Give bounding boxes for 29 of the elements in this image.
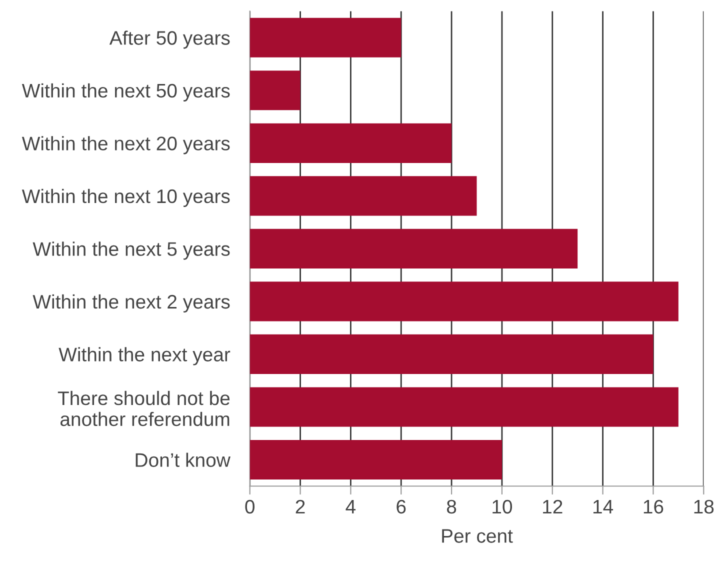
bar [250,18,402,58]
bar [250,123,452,163]
bar [250,70,300,110]
y-tick-label: There should not be another referendum [58,390,230,426]
y-tick-label: Within the next 50 years [22,83,230,102]
y-tick-label: Within the next 2 years [32,294,230,313]
bar [250,387,678,427]
x-tick-label: 0 [245,500,255,514]
x-tick-label: 4 [346,500,356,514]
bar [250,334,654,374]
y-tick-label: Within the next 5 years [32,242,230,260]
x-tick-label: 6 [396,500,406,514]
x-tick-label: 16 [644,500,664,514]
x-tick-label: 10 [492,500,512,514]
bar [250,440,502,480]
x-tick-label: 14 [593,500,614,514]
y-tick-label: Within the next year [58,347,230,366]
x-tick-label: 18 [694,500,714,514]
x-axis-title: Per cent [442,529,513,543]
y-tick-label: Within the next 20 years [22,136,230,154]
x-tick-label: 12 [543,500,562,514]
y-tick-label: Don’t know [136,452,230,467]
bar [250,228,578,268]
x-tick-label: 2 [296,500,305,514]
bar [250,176,477,216]
y-tick-label: Within the next 10 years [22,188,230,207]
y-tick-label: After 50 years [109,30,230,49]
bar [250,282,678,322]
x-tick-label: 8 [446,500,456,514]
